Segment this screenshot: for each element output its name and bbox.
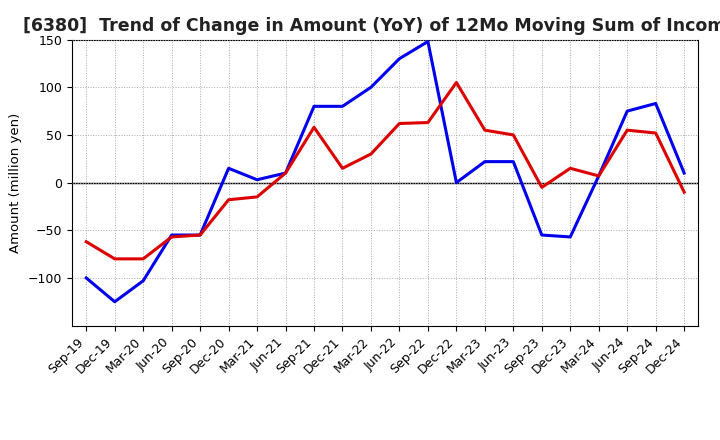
Net Income: [139, 256, 148, 261]
Net Income: [509, 132, 518, 138]
Ordinary Income: [253, 177, 261, 182]
Net Income: [110, 256, 119, 261]
Net Income: [225, 197, 233, 202]
Ordinary Income: [595, 173, 603, 179]
Net Income: [395, 121, 404, 126]
Ordinary Income: [225, 165, 233, 171]
Net Income: [167, 234, 176, 239]
Net Income: [338, 165, 347, 171]
Ordinary Income: [196, 232, 204, 238]
Net Income: [253, 194, 261, 200]
Net Income: [196, 232, 204, 238]
Ordinary Income: [366, 84, 375, 90]
Ordinary Income: [652, 101, 660, 106]
Net Income: [595, 173, 603, 179]
Ordinary Income: [509, 159, 518, 164]
Line: Net Income: Net Income: [86, 82, 684, 259]
Ordinary Income: [680, 170, 688, 176]
Ordinary Income: [338, 104, 347, 109]
Net Income: [623, 128, 631, 133]
Net Income: [680, 190, 688, 195]
Ordinary Income: [282, 170, 290, 176]
Ordinary Income: [110, 299, 119, 304]
Ordinary Income: [480, 159, 489, 164]
Ordinary Income: [167, 232, 176, 238]
Ordinary Income: [139, 278, 148, 283]
Ordinary Income: [82, 275, 91, 281]
Ordinary Income: [310, 104, 318, 109]
Y-axis label: Amount (million yen): Amount (million yen): [9, 113, 22, 253]
Net Income: [282, 170, 290, 176]
Net Income: [537, 185, 546, 190]
Net Income: [423, 120, 432, 125]
Line: Ordinary Income: Ordinary Income: [86, 41, 684, 302]
Net Income: [566, 165, 575, 171]
Net Income: [652, 130, 660, 136]
Ordinary Income: [566, 234, 575, 239]
Ordinary Income: [423, 39, 432, 44]
Net Income: [480, 128, 489, 133]
Title: [6380]  Trend of Change in Amount (YoY) of 12Mo Moving Sum of Incomes: [6380] Trend of Change in Amount (YoY) o…: [23, 17, 720, 35]
Net Income: [452, 80, 461, 85]
Ordinary Income: [395, 56, 404, 61]
Ordinary Income: [537, 232, 546, 238]
Ordinary Income: [452, 180, 461, 185]
Net Income: [366, 151, 375, 157]
Net Income: [310, 125, 318, 130]
Net Income: [82, 239, 91, 244]
Ordinary Income: [623, 108, 631, 114]
